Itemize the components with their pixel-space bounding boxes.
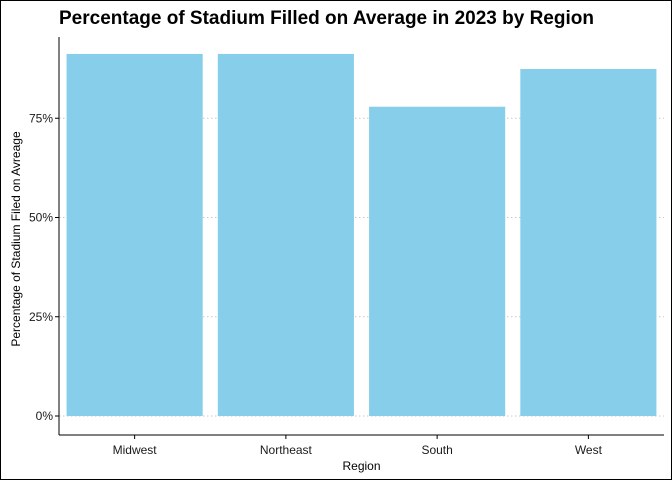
chart-title: Percentage of Stadium Filled on Average … [59, 8, 594, 29]
x-tick-label: South [421, 443, 452, 457]
y-axis-title: Percentage of Stadium Filed on Avreage [9, 131, 23, 347]
bar-northeast [217, 53, 354, 416]
x-axis-title: Region [342, 459, 380, 473]
bars [66, 53, 657, 416]
bar-south [369, 106, 506, 416]
axes [55, 37, 664, 439]
y-tick-label: 25% [29, 310, 53, 324]
axis-labels: 0% 25% 50% 75% Midwest Northeast South West Regi… [9, 111, 603, 473]
x-tick-label: Midwest [113, 443, 158, 457]
y-tick-label: 50% [29, 211, 53, 225]
y-tick-label: 0% [36, 409, 54, 423]
bar-west [520, 69, 657, 416]
y-tick-label: 75% [29, 111, 53, 125]
x-tick-label: West [575, 443, 603, 457]
bar-midwest [66, 53, 203, 416]
x-tick-label: Northeast [260, 443, 313, 457]
